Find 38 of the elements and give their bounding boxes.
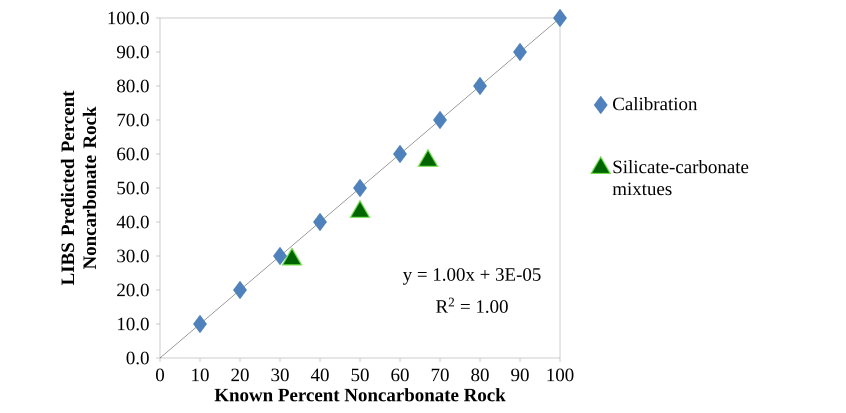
legend-label: Calibration	[613, 96, 698, 110]
y-tick-label: 80.0	[117, 80, 149, 92]
point	[353, 178, 367, 198]
x-tick-label: 10	[192, 368, 209, 382]
x-tick-label: 0	[156, 368, 164, 382]
y-tick-label: 60.0	[117, 148, 149, 160]
x-tick-label: 90	[511, 368, 529, 382]
x-axis-title: Known Percent Noncarbonate Rock	[214, 388, 506, 402]
legend-label: Silicate-carbonate mixtues	[612, 160, 748, 196]
y-tick-label: 0.0	[126, 352, 149, 364]
point	[513, 42, 527, 62]
y-tick-label: 10.0	[118, 318, 149, 330]
y-tick-label: 40.0	[116, 216, 149, 228]
y-tick-label: 90.0	[116, 46, 149, 58]
point	[193, 314, 207, 334]
point	[273, 246, 287, 266]
point	[233, 280, 247, 300]
x-tick-label: 70	[432, 368, 449, 382]
y-tick-label: 30.0	[117, 250, 149, 262]
x-tick-label: 100	[547, 368, 574, 382]
y-tick-label: 70.0	[118, 114, 149, 126]
annotation: y = 1.00x + 3E-05	[402, 268, 541, 285]
x-tick-label: 30	[271, 368, 289, 382]
x-tick-label: 40	[310, 368, 329, 382]
point	[433, 110, 447, 130]
annotation: R$^{2}$ = 1.00	[436, 298, 508, 313]
y-axis-title: LIBS Predicted Percent Noncarbonate Rock	[60, 90, 96, 286]
point	[553, 8, 567, 28]
x-tick-label: 80	[471, 368, 489, 382]
x-tick-label: 60	[391, 368, 409, 382]
point	[393, 144, 407, 164]
x-tick-label: 50	[352, 368, 369, 382]
x-tick-label: 20	[231, 368, 249, 382]
y-tick-label: 50.0	[117, 182, 149, 194]
y-tick-label: 20.0	[117, 284, 149, 296]
y-tick-label: 100.0	[108, 12, 149, 24]
point	[313, 212, 327, 232]
point	[473, 76, 487, 96]
